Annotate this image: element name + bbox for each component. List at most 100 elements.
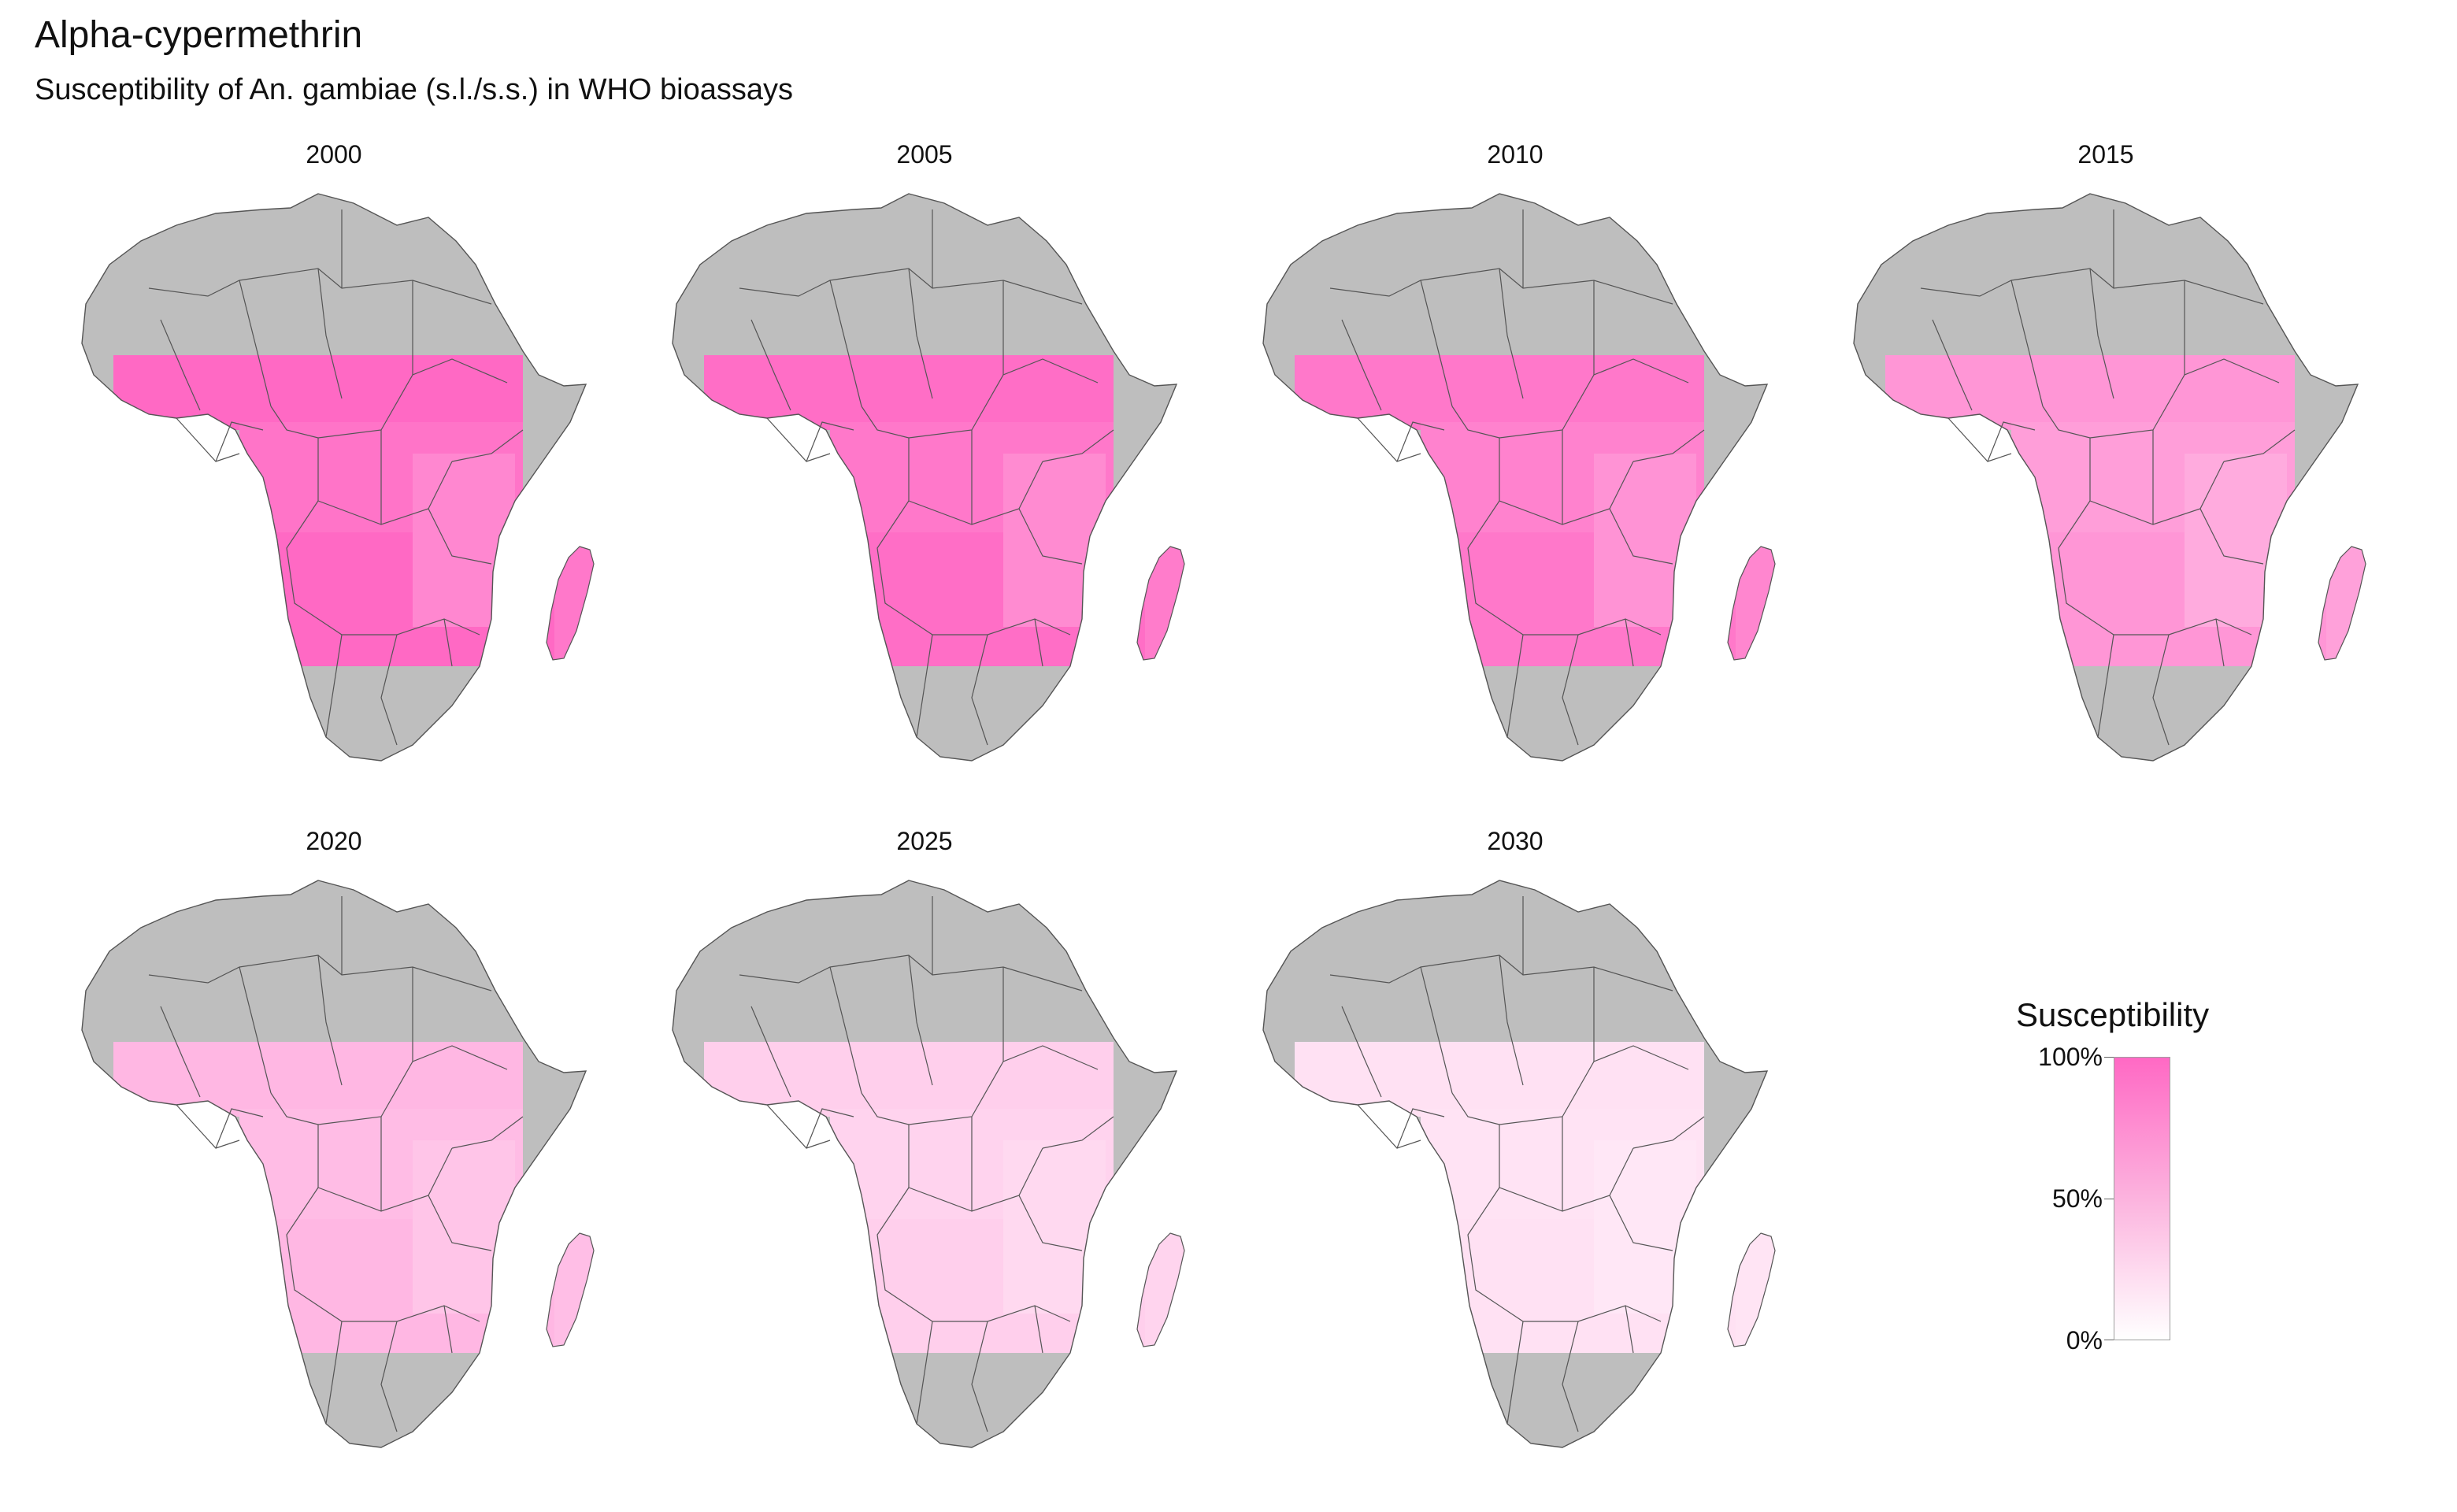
- country-border: [2199, 508, 2264, 565]
- susceptibility-region: [2185, 454, 2287, 627]
- map-panel-2030: 2030: [1232, 825, 1799, 1471]
- country-border: [1609, 1195, 1673, 1251]
- legend-label-100: 100%: [2038, 1043, 2103, 1071]
- africa-map: [672, 193, 1185, 762]
- susceptibility-region: [1885, 355, 2295, 430]
- country-border: [1034, 618, 1043, 667]
- africa-map: [81, 880, 595, 1448]
- africa-map: [1853, 193, 2366, 762]
- country-border: [1341, 1006, 1382, 1098]
- country-border: [806, 421, 854, 462]
- coastline: [81, 193, 587, 762]
- country-border: [1396, 421, 1445, 462]
- africa-map: [672, 880, 1185, 1448]
- country-border: [1932, 319, 1973, 411]
- susceptibility-region: [1295, 355, 1704, 430]
- map-panel-2000: 2000: [50, 139, 617, 784]
- susceptibility-region: [2326, 540, 2366, 666]
- madagascar-coastline: [546, 546, 595, 661]
- panel-year-label: 2030: [1487, 827, 1544, 855]
- country-border: [160, 319, 201, 411]
- country-border: [1341, 319, 1382, 411]
- country-border: [325, 634, 343, 738]
- africa-map: [1262, 880, 1776, 1448]
- country-border: [2010, 280, 2044, 407]
- country-border: [750, 319, 791, 411]
- map-panel-2010: 2010: [1232, 139, 1799, 784]
- susceptibility-region: [413, 454, 515, 627]
- susceptibility-region: [1003, 1140, 1106, 1314]
- country-border: [2215, 618, 2225, 667]
- susceptibility-region: [1736, 1227, 1775, 1353]
- madagascar-coastline: [1727, 1232, 1776, 1347]
- susceptibility-region: [413, 1140, 515, 1314]
- susceptibility-region: [1145, 1227, 1184, 1353]
- country-border: [160, 1006, 201, 1098]
- country-border: [1499, 268, 1524, 399]
- country-border: [428, 1195, 492, 1251]
- country-border: [1042, 1116, 1114, 1149]
- country-border: [239, 280, 272, 407]
- country-border: [1506, 1321, 1524, 1425]
- country-border: [1632, 429, 1705, 462]
- country-border: [829, 966, 862, 1094]
- susceptibility-region: [554, 1227, 594, 1353]
- susceptibility-region: [704, 1042, 1114, 1117]
- susceptibility-layer: [113, 355, 594, 666]
- country-border: [443, 1305, 453, 1354]
- country-border: [750, 1006, 791, 1098]
- country-border: [380, 1321, 398, 1432]
- country-border: [2089, 268, 2114, 399]
- country-border: [428, 508, 492, 565]
- legend-label-50: 50%: [2051, 1184, 2103, 1213]
- coastline: [1262, 193, 1769, 762]
- country-border: [1034, 1305, 1043, 1354]
- country-border: [215, 421, 264, 462]
- country-border: [1506, 634, 1524, 738]
- susceptibility-region: [1594, 454, 1696, 627]
- country-border: [971, 1321, 988, 1432]
- panel-year-label: 2025: [896, 827, 953, 855]
- country-border: [1562, 1321, 1579, 1432]
- susceptibility-region: [554, 540, 594, 666]
- country-border: [1632, 1116, 1705, 1149]
- country-border: [2223, 429, 2296, 462]
- country-border: [908, 268, 933, 399]
- legend-label-0: 0%: [2066, 1326, 2103, 1354]
- coastline: [1853, 193, 2359, 762]
- country-border: [317, 268, 343, 399]
- country-border: [1042, 429, 1114, 462]
- panel-year-label: 2000: [306, 140, 362, 169]
- susceptibility-region: [1594, 1140, 1696, 1314]
- country-border: [443, 618, 453, 667]
- africa-map: [81, 193, 595, 762]
- country-border: [1499, 954, 1524, 1086]
- country-border: [806, 1108, 854, 1149]
- country-border: [1625, 618, 1634, 667]
- country-border: [829, 280, 862, 407]
- country-border: [239, 966, 272, 1094]
- page-subtitle: Susceptibility of An. gambiae (s.l./s.s.…: [35, 73, 794, 106]
- country-border: [451, 1116, 524, 1149]
- country-border: [1562, 634, 1579, 746]
- country-border: [317, 954, 343, 1086]
- panel-year-label: 2010: [1487, 140, 1544, 169]
- country-border: [1396, 1108, 1445, 1149]
- map-panel-2005: 2005: [641, 139, 1208, 784]
- country-border: [916, 634, 933, 738]
- country-border: [908, 954, 933, 1086]
- map-panel-2025: 2025: [641, 825, 1208, 1471]
- map-panel-2015: 2015: [1822, 139, 2389, 784]
- panel-year-label: 2015: [2077, 140, 2134, 169]
- panel-year-label: 2005: [896, 140, 953, 169]
- susceptibility-region: [1295, 1042, 1704, 1117]
- legend-tick: [2104, 1057, 2114, 1058]
- susceptibility-legend: Susceptibility 100% 50% 0%: [2016, 994, 2268, 1356]
- country-border: [380, 634, 398, 746]
- country-border: [1420, 280, 1453, 407]
- coastline: [1262, 880, 1769, 1448]
- coastline: [672, 193, 1178, 762]
- country-border: [325, 1321, 343, 1425]
- country-border: [2097, 634, 2114, 738]
- country-border: [2152, 634, 2170, 746]
